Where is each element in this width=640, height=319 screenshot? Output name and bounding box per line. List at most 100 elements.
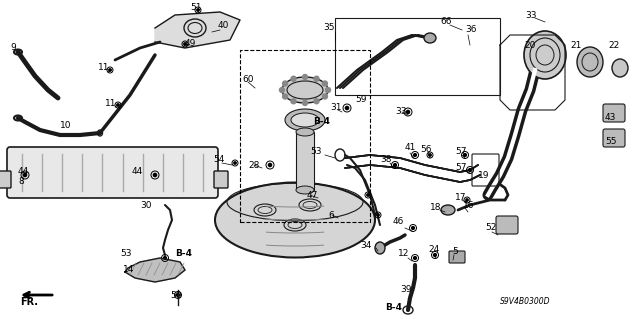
Circle shape [314, 76, 319, 81]
Text: 53: 53 [310, 147, 321, 157]
Text: 44: 44 [132, 167, 143, 176]
Text: 36: 36 [465, 26, 477, 34]
Text: 54: 54 [213, 155, 225, 165]
Text: B-4: B-4 [175, 249, 192, 257]
Circle shape [283, 81, 287, 86]
Ellipse shape [215, 182, 375, 257]
Circle shape [346, 107, 349, 110]
Text: 31: 31 [330, 103, 342, 113]
Text: 44: 44 [18, 167, 29, 176]
FancyBboxPatch shape [603, 129, 625, 147]
Text: 30: 30 [140, 201, 152, 210]
FancyBboxPatch shape [7, 147, 218, 198]
Circle shape [291, 99, 296, 104]
Circle shape [314, 99, 319, 104]
Text: 39: 39 [400, 286, 412, 294]
Text: 9: 9 [10, 43, 16, 53]
Text: 12: 12 [398, 249, 410, 258]
Bar [240, 50, 370, 222]
Text: 47: 47 [307, 190, 318, 199]
Text: 66: 66 [440, 18, 451, 26]
Ellipse shape [296, 186, 314, 194]
Circle shape [280, 87, 285, 93]
Text: 35: 35 [323, 24, 335, 33]
Circle shape [463, 154, 467, 156]
Text: 53: 53 [120, 249, 131, 257]
Ellipse shape [524, 31, 566, 79]
Text: 38: 38 [380, 155, 392, 165]
FancyBboxPatch shape [449, 251, 465, 263]
Text: 56: 56 [420, 145, 431, 154]
Polygon shape [125, 258, 185, 282]
Circle shape [24, 174, 27, 177]
Text: 19: 19 [478, 170, 490, 180]
Circle shape [406, 110, 410, 114]
Circle shape [283, 94, 287, 99]
Circle shape [413, 154, 417, 156]
Ellipse shape [291, 113, 319, 127]
Text: 40: 40 [218, 20, 229, 29]
Text: 6: 6 [328, 211, 333, 219]
Circle shape [367, 194, 369, 196]
Text: 20: 20 [524, 41, 536, 49]
Text: 55: 55 [605, 137, 616, 146]
Text: 46: 46 [393, 218, 404, 226]
Circle shape [303, 75, 307, 79]
Text: 49: 49 [185, 39, 196, 48]
Text: 10: 10 [60, 121, 72, 130]
Ellipse shape [375, 242, 385, 254]
Polygon shape [155, 12, 240, 48]
Circle shape [323, 94, 328, 99]
Ellipse shape [285, 109, 325, 131]
Circle shape [109, 69, 111, 71]
Ellipse shape [424, 33, 436, 43]
Text: 21: 21 [570, 41, 581, 49]
Text: 8: 8 [18, 177, 24, 187]
Text: 33: 33 [395, 108, 406, 116]
Text: B-4: B-4 [313, 117, 330, 127]
Text: 22: 22 [608, 41, 620, 49]
Text: 11: 11 [98, 63, 109, 72]
FancyBboxPatch shape [603, 104, 625, 122]
Text: 57: 57 [455, 162, 467, 172]
Bar [335, 18, 500, 95]
Circle shape [466, 199, 468, 201]
Text: 28: 28 [248, 160, 259, 169]
Text: 33: 33 [525, 11, 536, 19]
Circle shape [429, 154, 431, 156]
Circle shape [394, 164, 396, 167]
Text: 34: 34 [360, 241, 371, 250]
Circle shape [468, 169, 472, 171]
FancyBboxPatch shape [214, 171, 228, 188]
Circle shape [323, 81, 328, 86]
FancyBboxPatch shape [496, 216, 518, 234]
Ellipse shape [296, 128, 314, 136]
Ellipse shape [282, 77, 328, 103]
Text: 57: 57 [455, 147, 467, 157]
Circle shape [326, 87, 330, 93]
Text: 43: 43 [605, 114, 616, 122]
Text: 41: 41 [405, 144, 417, 152]
Circle shape [377, 214, 379, 216]
Text: 18: 18 [430, 203, 442, 211]
Circle shape [428, 36, 431, 40]
Circle shape [234, 162, 236, 164]
Circle shape [154, 174, 157, 177]
Text: 16: 16 [463, 201, 474, 210]
Ellipse shape [612, 59, 628, 77]
Circle shape [434, 254, 436, 256]
Circle shape [116, 104, 119, 106]
FancyBboxPatch shape [0, 171, 11, 188]
Text: S9V4B0300D: S9V4B0300D [500, 298, 550, 307]
Text: B-4: B-4 [385, 303, 402, 313]
Text: 17: 17 [455, 192, 467, 202]
Circle shape [177, 293, 179, 296]
Circle shape [268, 163, 271, 167]
Text: FR.: FR. [20, 297, 38, 307]
Text: 14: 14 [123, 265, 134, 275]
Ellipse shape [441, 205, 455, 215]
Text: 11: 11 [105, 99, 116, 108]
Circle shape [303, 100, 307, 106]
Circle shape [412, 226, 415, 229]
Text: 59: 59 [355, 95, 367, 105]
